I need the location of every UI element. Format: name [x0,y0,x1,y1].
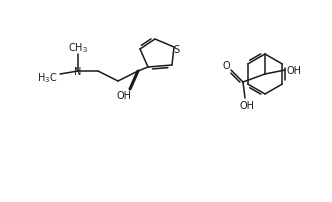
Text: OH: OH [117,90,131,101]
Text: H$_3$C: H$_3$C [37,71,57,84]
Text: OH: OH [287,66,301,76]
Text: OH: OH [239,101,255,110]
Text: N: N [74,67,82,77]
Text: CH$_3$: CH$_3$ [68,41,88,55]
Text: O: O [222,61,230,71]
Text: S: S [173,45,179,55]
